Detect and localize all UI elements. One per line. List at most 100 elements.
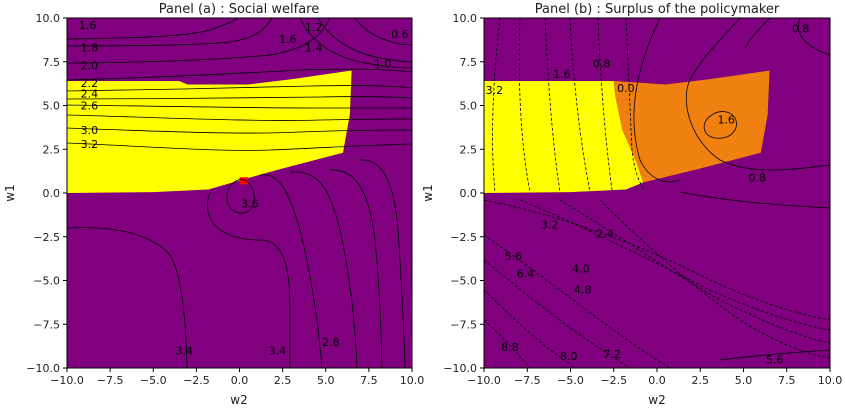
contour-label: 2.4 — [81, 87, 99, 100]
contour-line — [354, 18, 412, 46]
panel-b-background — [484, 18, 830, 368]
x-tick-label: 7.5 — [778, 374, 796, 387]
y-tick-label: 10.0 — [36, 12, 61, 25]
contour-label: 5.6 — [766, 353, 784, 366]
contour-line — [685, 18, 830, 171]
y-tick-label: −2.5 — [33, 231, 60, 244]
contour-line — [518, 18, 531, 193]
panel-a-xlabel: w2 — [230, 393, 247, 407]
contour-line — [599, 199, 830, 359]
contour-line — [703, 111, 737, 139]
contour-label: 0.8 — [792, 23, 810, 36]
contour-line — [67, 18, 273, 47]
y-tick-label: 5.0 — [43, 100, 61, 113]
contour-line — [329, 169, 383, 368]
x-tick-label: −7.5 — [97, 374, 124, 387]
contour-label: 1.6 — [279, 33, 297, 46]
feasible-region-0 — [67, 70, 352, 193]
contour-line — [67, 114, 412, 121]
contour-label: 1.2 — [305, 21, 323, 34]
x-tick-label: −10.0 — [467, 374, 501, 387]
contour-label: 4.0 — [572, 262, 590, 275]
contour-label: 0.0 — [617, 82, 635, 95]
contour-line — [67, 18, 331, 64]
contour-line — [67, 96, 412, 100]
x-tick-label: −10.0 — [50, 374, 84, 387]
contour-line — [625, 18, 646, 191]
contour-label: 1.8 — [81, 42, 99, 55]
contour-label: 3.2 — [81, 138, 99, 151]
contour-label: 0.8 — [749, 171, 767, 184]
contour-line — [484, 234, 671, 368]
contour-label: 3.6 — [241, 198, 259, 211]
contour-line — [633, 18, 681, 183]
x-tick-label: −7.5 — [514, 374, 541, 387]
y-tick-label: 2.5 — [460, 143, 478, 156]
y-tick-label: 5.0 — [460, 100, 478, 113]
y-tick-label: 2.5 — [43, 143, 61, 156]
x-tick-label: −5.0 — [557, 374, 584, 387]
y-tick-label: −7.5 — [33, 318, 60, 331]
contour-label: 1.4 — [305, 42, 323, 55]
contour-line — [719, 349, 830, 361]
contour-line — [484, 259, 631, 368]
panel-b-ylabel: w1 — [421, 184, 435, 201]
contour-label: 3.0 — [81, 124, 99, 137]
y-tick-label: 10.0 — [453, 12, 478, 25]
y-tick-label: 7.5 — [460, 56, 478, 69]
contour-label: 8.0 — [560, 350, 578, 363]
contour-label: 2.0 — [81, 59, 99, 72]
contour-line — [299, 18, 412, 69]
panel-a-ylabel: w1 — [3, 184, 17, 201]
contour-label: 0.8 — [593, 58, 611, 71]
contour-label: 3.2 — [541, 219, 559, 232]
contour-label: 3.4 — [176, 345, 194, 358]
contour-line — [67, 85, 412, 92]
panel-b-title: Panel (b) : Surplus of the policymaker — [535, 2, 780, 17]
contour-label: 7.2 — [603, 348, 621, 361]
panel-b: Panel (b) : Surplus of the policymaker — [421, 2, 842, 407]
y-tick-label: −2.5 — [450, 231, 477, 244]
contour-line — [67, 142, 412, 151]
y-tick-label: −7.5 — [450, 318, 477, 331]
x-tick-label: 0.0 — [648, 374, 666, 387]
contour-label: 8.8 — [501, 341, 519, 354]
contour-label: 2.4 — [596, 227, 614, 240]
contour-line — [67, 18, 239, 40]
contour-line — [484, 319, 531, 368]
contour-line — [744, 18, 771, 49]
contour-line — [484, 289, 576, 368]
contour-line — [317, 18, 412, 63]
contour-line — [67, 127, 412, 134]
contour-label: 1.6 — [717, 114, 735, 127]
y-tick-label: −10.0 — [26, 362, 60, 375]
x-tick-label: 7.5 — [360, 374, 378, 387]
contour-label: 6.4 — [517, 268, 535, 281]
x-tick-label: −2.5 — [183, 374, 210, 387]
contour-line — [359, 159, 406, 368]
contour-line — [797, 18, 830, 56]
x-tick-label: 5.0 — [735, 374, 753, 387]
y-tick-label: −10.0 — [443, 362, 477, 375]
contour-line — [226, 178, 255, 214]
x-tick-label: −2.5 — [600, 374, 627, 387]
x-tick-label: 2.5 — [274, 374, 292, 387]
contour-line — [679, 191, 830, 209]
y-tick-label: 0.0 — [43, 187, 61, 200]
x-tick-label: 0.0 — [231, 374, 249, 387]
contour-line — [597, 18, 613, 191]
panel-a-title: Panel (a) : Social welfare — [159, 2, 319, 17]
contour-label: 2.6 — [81, 100, 99, 113]
contour-line — [484, 199, 830, 321]
contour-label: 2.2 — [81, 77, 99, 90]
y-tick-label: −5.0 — [33, 275, 60, 288]
x-tick-label: 5.0 — [317, 374, 335, 387]
contour-label: 1.0 — [374, 58, 392, 71]
contour-line — [259, 174, 323, 368]
feasible-region-1 — [239, 177, 249, 185]
contour-label: 0.6 — [391, 28, 409, 41]
contour-label: 1.6 — [79, 19, 97, 32]
contour-line — [544, 18, 561, 193]
contour-line — [289, 171, 358, 368]
